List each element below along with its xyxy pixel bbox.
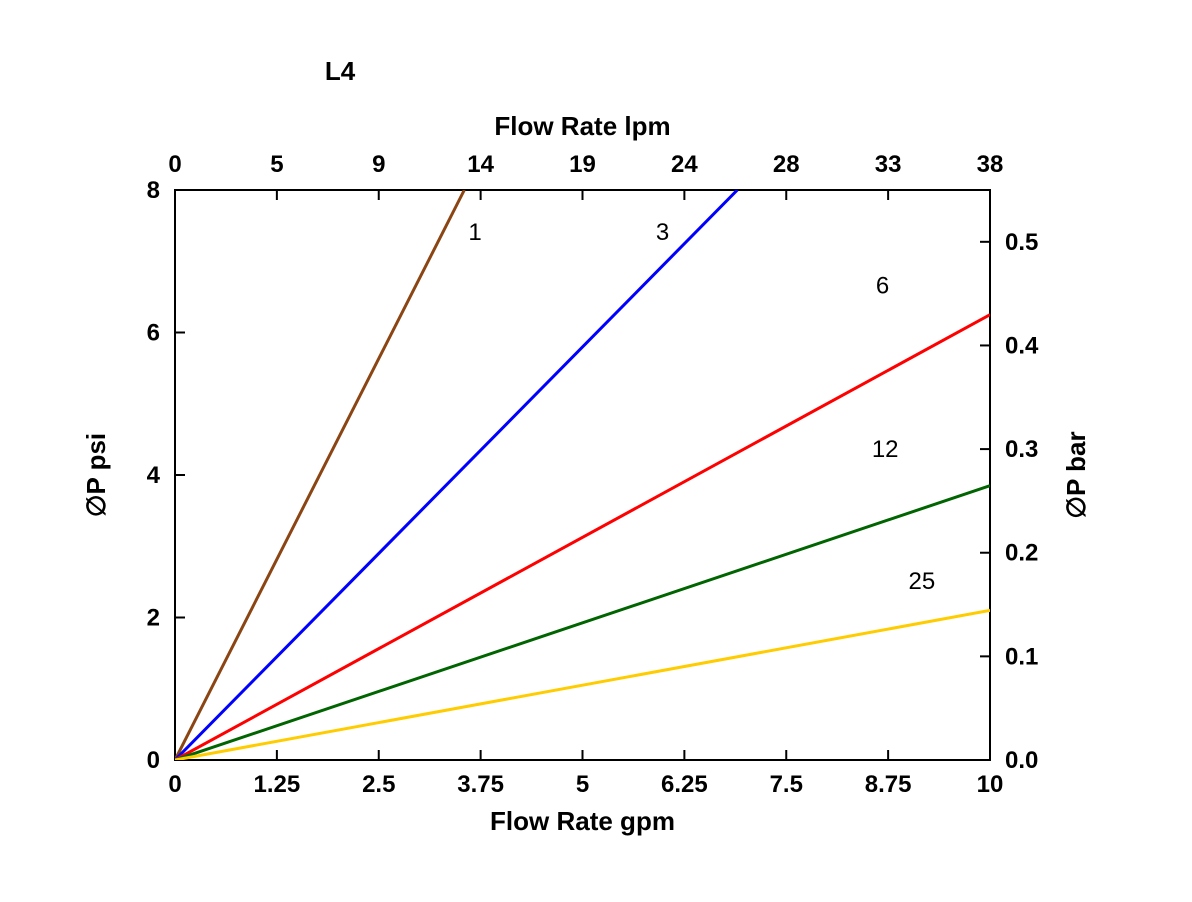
y-right-tick-label: 0.3: [1005, 436, 1038, 463]
x-bottom-tick-label: 7.5: [770, 771, 803, 798]
y-right-axis-label: ∅P bar: [1061, 431, 1091, 518]
x-top-tick-label: 38: [977, 151, 1004, 178]
x-bottom-tick-label: 0: [168, 771, 181, 798]
x-top-tick-label: 14: [467, 151, 494, 178]
x-top-tick-label: 33: [875, 151, 902, 178]
series-line-6: [175, 315, 990, 760]
x-bottom-tick-label: 6.25: [661, 771, 708, 798]
y-left-tick-label: 8: [147, 177, 160, 204]
x-bottom-tick-label: 3.75: [457, 771, 504, 798]
x-bottom-tick-label: 1.25: [254, 771, 301, 798]
series-label-6: 6: [876, 272, 889, 299]
series-line-25: [175, 610, 990, 760]
x-top-tick-label: 19: [569, 151, 596, 178]
x-bottom-tick-label: 5: [576, 771, 589, 798]
series-line-3: [175, 190, 737, 760]
y-left-tick-label: 6: [147, 320, 160, 347]
y-right-tick-label: 0.2: [1005, 540, 1038, 567]
x-top-tick-label: 28: [773, 151, 800, 178]
series-label-25: 25: [909, 568, 936, 595]
x-top-tick-label: 9: [372, 151, 385, 178]
series-line-1: [175, 190, 464, 760]
x-bottom-tick-label: 8.75: [865, 771, 912, 798]
chart-container: 01.252.53.7556.257.58.7510Flow Rate gpm0…: [0, 0, 1192, 902]
pressure-drop-chart: 01.252.53.7556.257.58.7510Flow Rate gpm0…: [0, 0, 1192, 902]
x-bottom-tick-label: 10: [977, 771, 1004, 798]
y-right-tick-label: 0.5: [1005, 229, 1038, 256]
y-right-tick-label: 0.4: [1005, 332, 1039, 359]
x-top-tick-label: 0: [168, 151, 181, 178]
x-bottom-tick-label: 2.5: [362, 771, 395, 798]
chart-title: L4: [325, 56, 356, 86]
x-top-tick-label: 24: [671, 151, 698, 178]
plot-border: [175, 190, 990, 760]
y-left-tick-label: 0: [147, 747, 160, 774]
series-label-3: 3: [656, 219, 669, 246]
x-top-axis-label: Flow Rate lpm: [494, 111, 670, 141]
y-right-tick-label: 0.1: [1005, 643, 1038, 670]
y-left-axis-label: ∅P psi: [81, 433, 111, 517]
series-label-12: 12: [872, 436, 899, 463]
x-top-tick-label: 5: [270, 151, 283, 178]
y-left-tick-label: 4: [147, 462, 161, 489]
y-right-tick-label: 0.0: [1005, 747, 1038, 774]
series-label-1: 1: [468, 219, 481, 246]
series-line-12: [175, 486, 990, 760]
x-bottom-axis-label: Flow Rate gpm: [490, 806, 675, 836]
y-left-tick-label: 2: [147, 605, 160, 632]
